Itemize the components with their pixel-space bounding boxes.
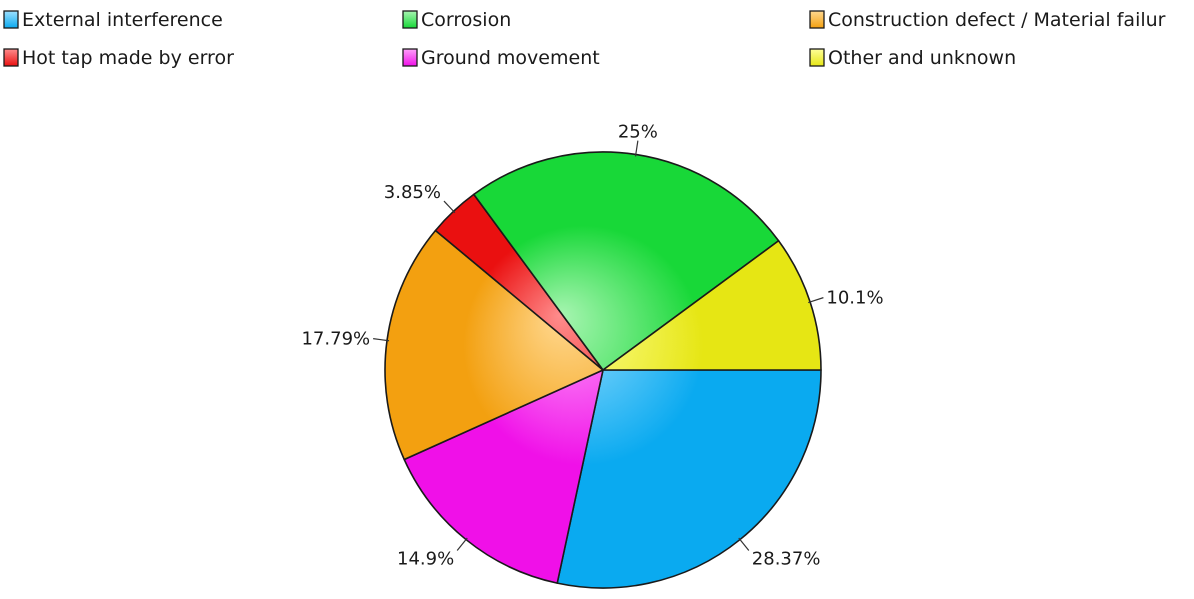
leader-line-ground-movement (456, 537, 468, 551)
legend-item-ground-movement: Ground movement (402, 47, 600, 69)
data-label-external-interference: 28.37% (752, 548, 821, 569)
legend-swatch-other-and-unknown (809, 48, 825, 67)
data-label-corrosion: 25% (618, 122, 658, 143)
legend-label-other-and-unknown: Other and unknown (828, 47, 1016, 69)
legend-item-other-and-unknown: Other and unknown (809, 47, 1016, 69)
leader-line-construction-defect-material-failur (373, 338, 390, 342)
legend-swatch-ground-movement (402, 48, 418, 67)
leader-line-other-and-unknown (808, 297, 824, 304)
legend-label-hot-tap-made-by-error: Hot tap made by error (22, 47, 234, 69)
leader-line-hot-tap-made-by-error (443, 200, 456, 214)
legend-swatch-corrosion (402, 10, 418, 29)
legend-label-construction-defect-material-failur: Construction defect / Material failur (828, 9, 1166, 31)
legend: External interference Corrosion Constructi… (3, 9, 1166, 69)
data-label-other-and-unknown: 10.1% (826, 288, 883, 309)
data-labels: 28.37% 14.9% 17.79% 3.85% 25% 10.1% (301, 122, 883, 570)
data-label-ground-movement: 14.9% (397, 548, 454, 569)
legend-label-external-interference: External interference (22, 9, 223, 31)
pie-slices (384, 151, 822, 589)
legend-item-external-interference: External interference (3, 9, 223, 31)
legend-swatch-external-interference (3, 10, 19, 29)
legend-swatch-hot-tap-made-by-error (3, 48, 19, 67)
legend-item-corrosion: Corrosion (402, 9, 511, 31)
legend-swatch-construction-defect-material-failur (809, 10, 825, 29)
legend-label-ground-movement: Ground movement (421, 47, 600, 69)
data-label-construction-defect-material-failur: 17.79% (301, 329, 370, 350)
legend-label-corrosion: Corrosion (421, 9, 511, 31)
legend-item-construction-defect-material-failur: Construction defect / Material failur (809, 9, 1166, 31)
data-label-hot-tap-made-by-error: 3.85% (384, 182, 441, 203)
legend-item-hot-tap-made-by-error: Hot tap made by error (3, 47, 234, 69)
leader-line-corrosion (634, 140, 639, 157)
leader-line-external-interference (738, 537, 750, 551)
